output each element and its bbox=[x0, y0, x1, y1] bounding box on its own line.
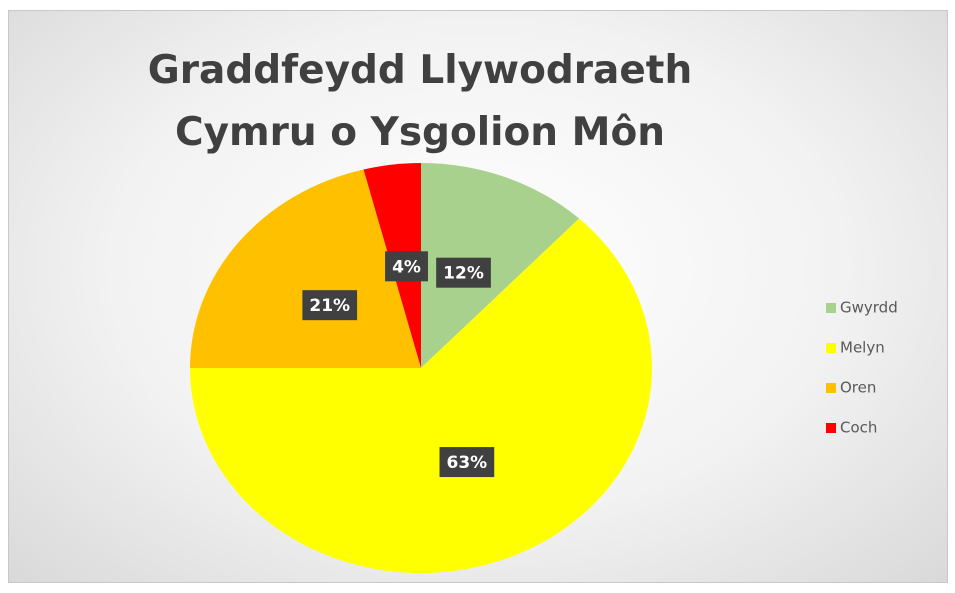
data-label-box bbox=[439, 447, 495, 478]
data-label: 12% bbox=[443, 264, 484, 284]
legend-label: Coch bbox=[840, 419, 877, 437]
data-label: 21% bbox=[309, 296, 350, 316]
legend-label: Oren bbox=[840, 379, 876, 397]
data-label: 63% bbox=[447, 453, 488, 473]
data-label-box bbox=[385, 251, 428, 282]
legend-label: Gwyrdd bbox=[840, 299, 898, 317]
legend-swatch bbox=[826, 383, 836, 393]
legend-swatch bbox=[826, 303, 836, 313]
data-label-box bbox=[436, 257, 491, 288]
chart-title: Graddfeydd Llywodraeth Cymru o Ysgolion … bbox=[147, 48, 693, 155]
legend-swatch bbox=[826, 423, 836, 433]
pie-slice bbox=[421, 163, 580, 368]
pie-slice bbox=[190, 218, 653, 573]
legend-swatch bbox=[826, 343, 836, 353]
data-label-box bbox=[302, 290, 358, 321]
data-label: 4% bbox=[392, 257, 421, 277]
pie-slice bbox=[190, 169, 421, 368]
legend-label: Melyn bbox=[840, 339, 885, 357]
